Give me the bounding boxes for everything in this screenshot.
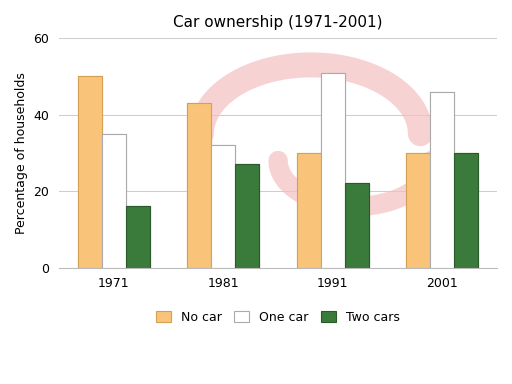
- Bar: [454, 153, 478, 268]
- Bar: [102, 134, 126, 268]
- Bar: [406, 153, 430, 268]
- Bar: [236, 164, 260, 268]
- Bar: [78, 76, 102, 268]
- Bar: [296, 153, 321, 268]
- Y-axis label: Percentage of households: Percentage of households: [15, 72, 28, 234]
- Bar: [187, 103, 211, 268]
- Bar: [430, 92, 454, 268]
- Legend: No car, One car, Two cars: No car, One car, Two cars: [151, 306, 405, 329]
- Bar: [430, 92, 454, 268]
- Bar: [321, 73, 345, 268]
- Bar: [345, 184, 369, 268]
- Bar: [102, 134, 126, 268]
- Bar: [211, 145, 236, 268]
- Bar: [78, 76, 102, 268]
- Bar: [126, 207, 150, 268]
- Bar: [211, 145, 236, 268]
- Bar: [454, 153, 478, 268]
- Bar: [126, 207, 150, 268]
- Title: Car ownership (1971-2001): Car ownership (1971-2001): [174, 15, 383, 30]
- Bar: [321, 73, 345, 268]
- Bar: [296, 153, 321, 268]
- Bar: [236, 164, 260, 268]
- Bar: [345, 184, 369, 268]
- Bar: [187, 103, 211, 268]
- Bar: [406, 153, 430, 268]
